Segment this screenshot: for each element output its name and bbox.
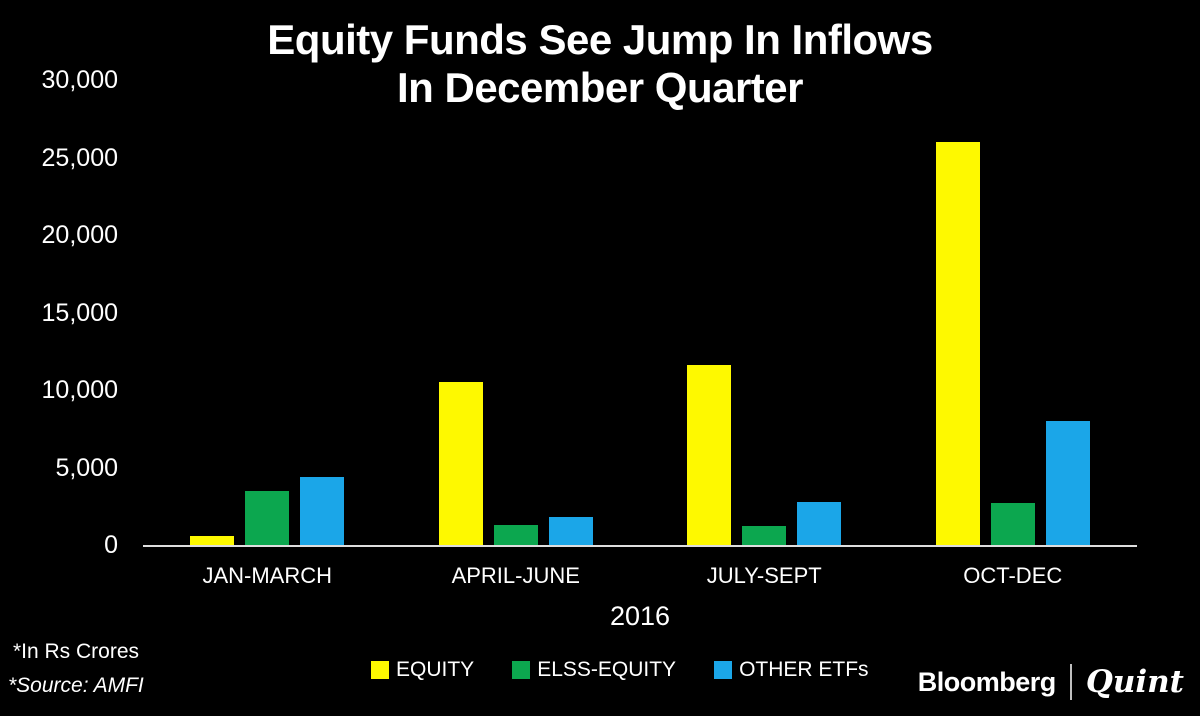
x-category-label: OCT-DEC (963, 563, 1063, 588)
bar-equity-oct-dec (935, 142, 980, 545)
bar-equity-jan-march (190, 536, 235, 545)
legend-item-other-etfs: OTHER ETFs (714, 658, 869, 682)
x-axis-title: 2016 (609, 601, 671, 631)
y-tick-label: 15,000 (41, 298, 118, 327)
y-tick-label: 30,000 (41, 66, 118, 94)
publisher-logo: Bloomberg Quint (918, 664, 1184, 700)
y-tick-label: 5,000 (55, 453, 118, 482)
y-tick-label: 25,000 (41, 143, 118, 172)
legend-label: EQUITY (396, 658, 475, 681)
y-tick-label: 0 (104, 531, 118, 559)
bar-elss-equity-july-sept (742, 526, 787, 545)
legend-label: ELSS-EQUITY (537, 658, 677, 681)
quint-wordmark: Quint (1085, 664, 1184, 700)
x-category-label: APRIL-JUNE (451, 563, 580, 588)
x-category-label: JULY-SEPT (706, 563, 822, 588)
legend-swatch-icon (714, 661, 733, 679)
plot-area (143, 80, 1137, 547)
bar-other-etfs-oct-dec (1045, 421, 1090, 545)
chart-title-line-1: Equity Funds See Jump In Inflows (267, 16, 933, 63)
bloomberg-wordmark: Bloomberg (917, 666, 1057, 697)
bar-other-etfs-jan-march (300, 477, 345, 545)
legend-swatch-icon (371, 661, 389, 679)
chart-title-line-2: In December Quarter (397, 64, 804, 111)
legend-swatch-icon (512, 661, 531, 679)
bar-equity-july-sept (687, 365, 732, 545)
y-tick-label: 20,000 (41, 221, 118, 249)
legend-label: OTHER ETFs (739, 658, 869, 681)
bar-other-etfs-april-june (548, 517, 593, 545)
x-category-label: JAN-MARCH (202, 563, 333, 588)
legend: EQUITY ELSS-EQUITY OTHER ETFs (371, 658, 869, 682)
bar-elss-equity-jan-march (245, 491, 290, 545)
bar-other-etfs-july-sept (797, 502, 842, 545)
bar-equity-april-june (438, 382, 483, 545)
legend-item-equity: EQUITY (371, 658, 474, 682)
bar-elss-equity-april-june (493, 525, 538, 545)
y-tick-label: 10,000 (41, 376, 118, 404)
units-footnote: *In Rs Crores (13, 640, 140, 663)
bar-elss-equity-oct-dec (990, 503, 1035, 545)
logo-divider (1069, 664, 1072, 700)
chart-title: Equity Funds See Jump In Inflows In Dece… (0, 16, 1200, 112)
legend-item-elss-equity: ELSS-EQUITY (512, 658, 676, 682)
source-footnote: *Source: AMFI (8, 674, 144, 697)
